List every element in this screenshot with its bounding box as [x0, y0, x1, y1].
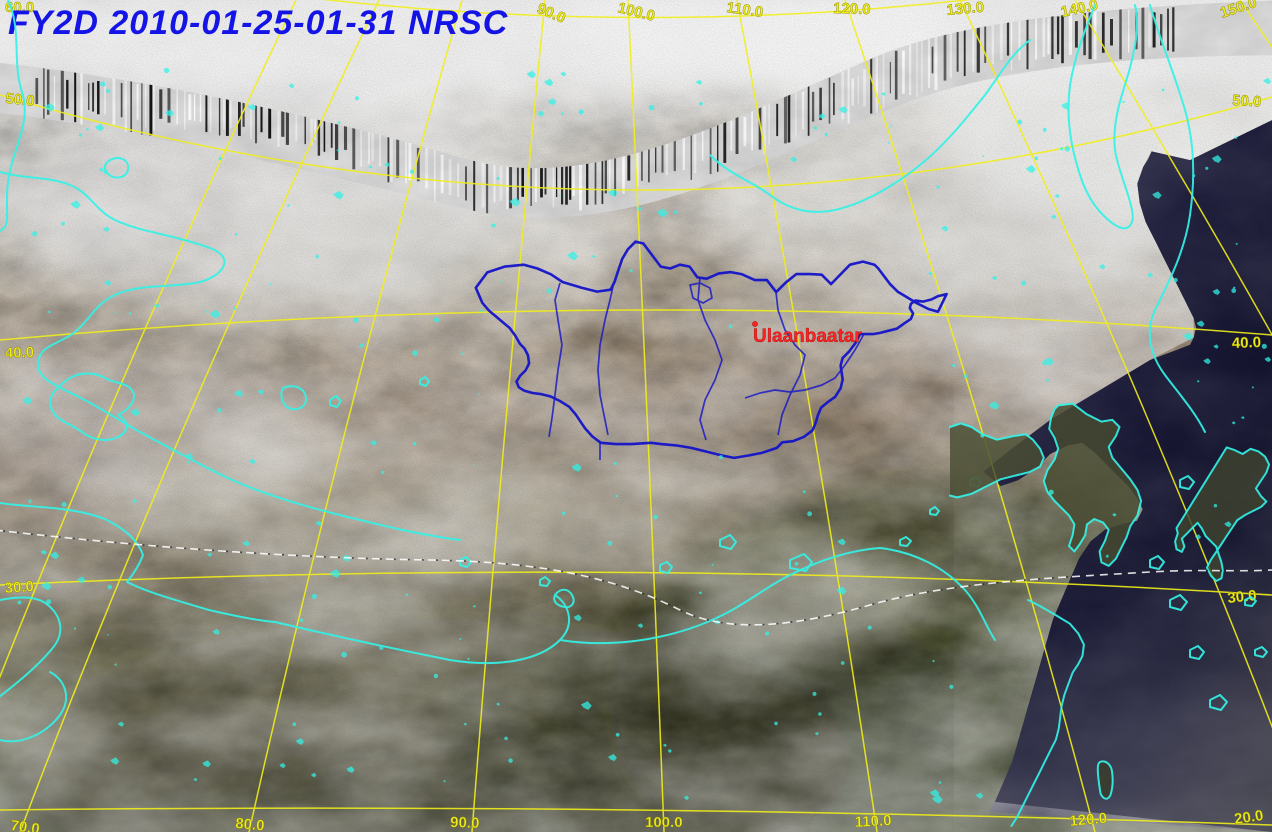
svg-text:40.0: 40.0 — [1232, 334, 1262, 352]
svg-text:40.0: 40.0 — [5, 344, 35, 362]
svg-text:30.0: 30.0 — [4, 578, 34, 597]
svg-text:90.0: 90.0 — [450, 814, 480, 832]
svg-text:50.0: 50.0 — [1232, 92, 1262, 111]
svg-text:50.0: 50.0 — [5, 90, 36, 110]
svg-text:80.0: 80.0 — [235, 815, 266, 832]
svg-text:120.0: 120.0 — [833, 0, 871, 18]
svg-text:100.0: 100.0 — [645, 814, 683, 831]
svg-text:130.0: 130.0 — [946, 0, 985, 19]
svg-text:Ulaanbaatar: Ulaanbaatar — [753, 326, 862, 347]
svg-text:110.0: 110.0 — [854, 812, 892, 831]
svg-text:FY2D 2010-01-25-01-31 NRSC: FY2D 2010-01-25-01-31 NRSC — [8, 4, 508, 42]
svg-text:120.0: 120.0 — [1069, 810, 1108, 830]
